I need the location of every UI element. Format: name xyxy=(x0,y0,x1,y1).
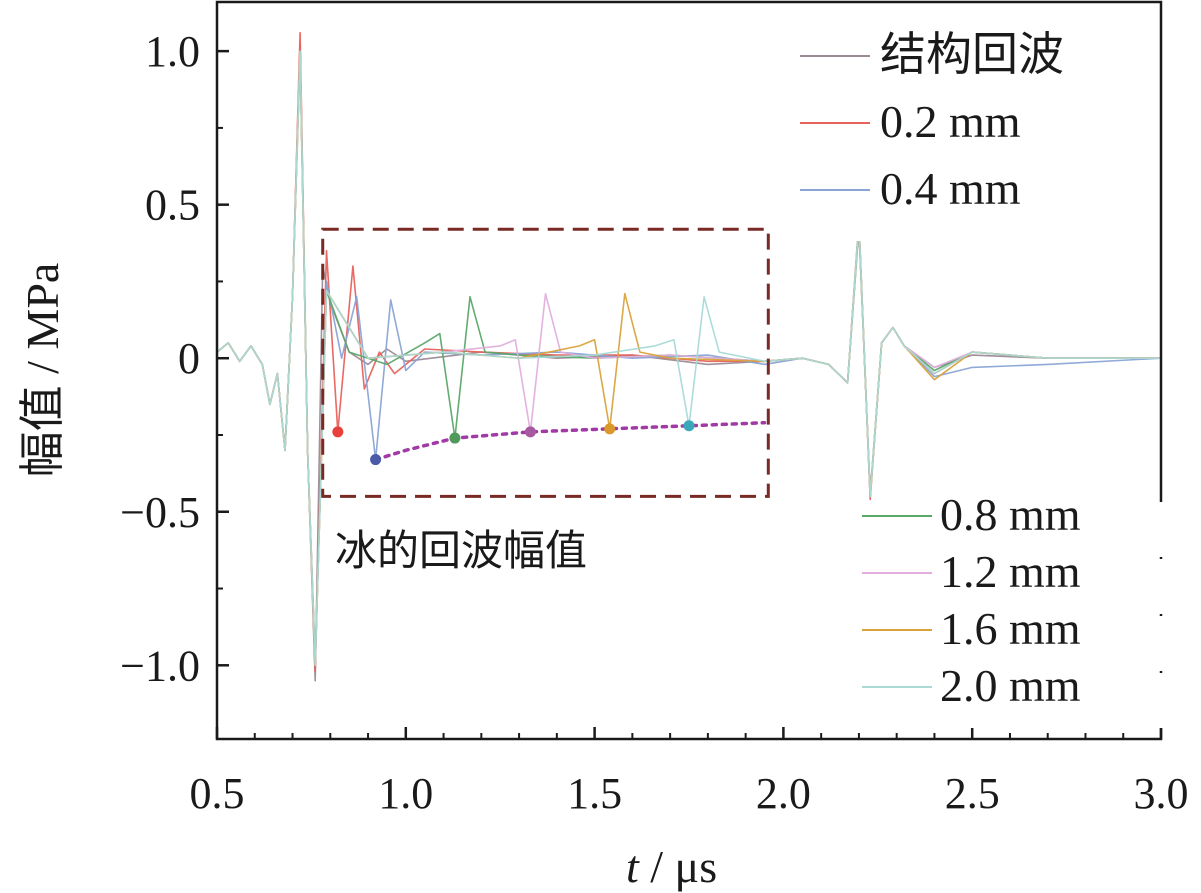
echo-peak-marker xyxy=(683,420,695,432)
echo-peak-marker xyxy=(449,432,461,444)
y-tick-label: −1.0 xyxy=(120,641,200,690)
x-tick-label: 2.5 xyxy=(945,769,1000,818)
y-tick-label: 1.0 xyxy=(145,27,200,76)
x-tick-label: 1.0 xyxy=(378,769,433,818)
legend-label: 0.2 mm xyxy=(880,96,1021,147)
legend-bottom: 0.8 mm 1.2 mm 1.6 mm 2.0 mm xyxy=(858,489,1196,728)
echo-peak-marker xyxy=(370,454,382,466)
series-line-6 xyxy=(216,50,1161,667)
echo-amplitude-trend-line xyxy=(373,420,767,462)
legend-bg xyxy=(796,109,1136,174)
x-tick-label: 2.0 xyxy=(756,769,811,818)
plot-area-frame xyxy=(215,0,1163,741)
y-tick-label: 0 xyxy=(178,334,200,383)
legend-bg xyxy=(796,176,1136,241)
legend-bg xyxy=(796,42,1136,107)
legend-top: 结构回波 0.2 mm 0.4 mm xyxy=(796,29,1136,241)
ticks-layer: 0.5 1.0 1.5 2.0 2.5 3.0 1.0 0.5 0 −0.5 −1.0 xyxy=(120,27,1188,818)
legend-label: 1.6 mm xyxy=(940,603,1081,654)
x-axis-label: t / μs xyxy=(626,841,717,892)
echo-peak-marker xyxy=(332,426,344,438)
legend-label: 结构回波 xyxy=(880,29,1064,80)
y-axis-label: 幅值 / MPa xyxy=(17,263,68,478)
legend-label: 0.8 mm xyxy=(940,489,1081,540)
echo-peak-marker xyxy=(524,426,536,438)
annotation-box xyxy=(321,227,770,498)
legend-bg xyxy=(858,559,1196,614)
x-tick-label: 0.5 xyxy=(190,769,245,818)
legend-bg xyxy=(858,502,1196,557)
legend-bg xyxy=(858,673,1196,728)
legend-bg xyxy=(858,616,1196,671)
y-tick-label: 0.5 xyxy=(145,181,200,230)
x-tick-label: 3.0 xyxy=(1134,769,1189,818)
legend-label: 0.4 mm xyxy=(880,163,1021,214)
legend-label: 2.0 mm xyxy=(940,660,1081,711)
x-tick-label: 1.5 xyxy=(567,769,622,818)
annotation-layer xyxy=(321,227,770,498)
y-tick-label: −0.5 xyxy=(120,488,200,537)
annotation-label: 冰的回波幅值 xyxy=(335,526,587,575)
echo-peak-marker xyxy=(604,423,616,435)
legend-label: 1.2 mm xyxy=(940,546,1081,597)
